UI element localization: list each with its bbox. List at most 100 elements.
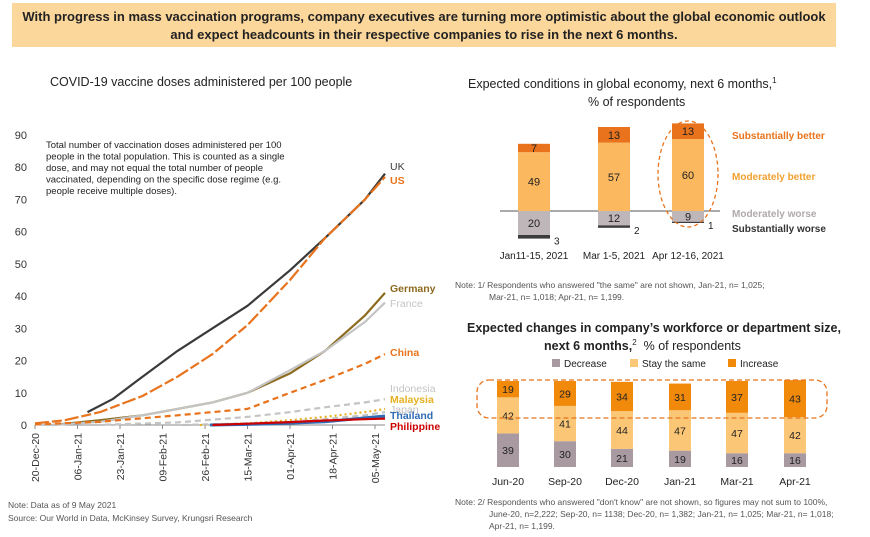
value-label: 2	[634, 226, 640, 237]
highlight-box	[476, 379, 828, 419]
chart-annotation-line: Total number of vaccination doses admini…	[46, 140, 282, 151]
bar-stay-the-same	[784, 417, 806, 454]
headline-line-2: and expect headcounts in their respectiv…	[170, 27, 678, 42]
y-tick-label: 10	[15, 388, 27, 400]
y-tick-label: 40	[15, 291, 27, 303]
bar-moderately-better	[518, 152, 550, 211]
y-tick-label: 0	[21, 420, 27, 432]
left-source: Source: Our World in Data, McKinsey Surv…	[8, 513, 253, 523]
bar-substantially-better	[598, 127, 630, 143]
x-tick-label: 20-Dec-20	[30, 433, 42, 482]
series-line-indonesia	[94, 398, 386, 427]
value-label: 7	[531, 143, 537, 155]
bar-substantially-worse	[672, 221, 704, 223]
x-tick-label: 15-Mar-21	[243, 433, 255, 482]
bar-decrease	[726, 453, 748, 467]
value-label: 47	[731, 428, 743, 440]
bar-stay-the-same	[669, 410, 691, 451]
headline-banner: With progress in mass vaccination progra…	[12, 3, 836, 47]
x-tick-label: 18-Apr-21	[328, 433, 340, 480]
value-label: 39	[502, 445, 514, 457]
highlight-ellipse	[657, 120, 719, 228]
chart-annotation-line: people in the total population. This is …	[46, 152, 285, 163]
legend-label-decrease: Decrease	[564, 359, 607, 370]
bar-increase	[784, 380, 806, 418]
value-label: 13	[608, 130, 620, 142]
bar-decrease	[554, 441, 576, 467]
value-label: 49	[528, 177, 540, 189]
value-label: 29	[559, 388, 571, 400]
economy-chart-title: Expected conditions in global economy, n…	[468, 76, 777, 91]
legend-moderately-worse: Moderately worse	[732, 209, 817, 220]
value-label: 43	[789, 394, 801, 406]
legend-moderately-better: Moderately better	[732, 172, 815, 183]
value-label: 19	[674, 454, 686, 466]
category-label: Apr 12-16, 2021	[652, 251, 724, 262]
bar-moderately-better	[672, 139, 704, 211]
bar-increase	[669, 383, 691, 411]
y-tick-label: 80	[15, 162, 27, 174]
series-label-china: China	[390, 347, 419, 359]
economy-bar-chart: 49 7 20 3 Jan11-15, 2021 57 13 12 2 Mar 1-5, 2021…	[500, 120, 826, 262]
vaccine-line-chart: 0 10 20 30 40 50 60 70 80 90 20-Dec-20 06-Jan-21 23-…	[15, 130, 440, 483]
value-label: 41	[559, 419, 571, 431]
bar-substantially-worse	[518, 235, 550, 239]
value-label: 47	[674, 425, 686, 437]
x-tick-label: 26-Feb-21	[200, 433, 212, 482]
workforce-chart-title-1: Expected changes in company’s workforce …	[467, 321, 841, 335]
category-label: Sep-20	[548, 476, 582, 488]
workforce-title-text: next 6 months,	[544, 339, 633, 354]
value-label: 44	[616, 425, 628, 437]
y-tick-label: 70	[15, 194, 27, 206]
y-tick-label: 30	[15, 323, 27, 335]
bar-increase	[726, 381, 748, 413]
value-label: 9	[685, 211, 691, 223]
value-label: 19	[502, 384, 514, 396]
series-line-france	[52, 301, 386, 427]
series-line-uk	[86, 173, 386, 414]
bar-increase	[497, 381, 519, 398]
value-label: 34	[616, 391, 628, 403]
x-tick-label: 01-Apr-21	[285, 433, 297, 480]
bar-stay-the-same	[611, 411, 633, 449]
series-label-germany: Germany	[390, 283, 436, 295]
workforce-note-2: June-20, n=2,222; Sep-20, n= 1138; Dec-2…	[489, 509, 834, 519]
series-label-japan: Japan	[390, 404, 419, 416]
workforce-bar-chart: Decrease Stay the same Increase 39 42 19 Jun-2…	[476, 359, 828, 488]
bar-moderately-worse	[672, 211, 704, 222]
workforce-note-3: Apr-21, n= 1,199.	[489, 521, 555, 531]
bar-increase	[554, 381, 576, 406]
bar-stay-the-same	[726, 412, 748, 454]
value-label: 20	[528, 218, 540, 230]
bar-moderately-worse	[518, 211, 550, 235]
series-label-uk: UK	[390, 161, 405, 173]
x-tick-label: 06-Jan-21	[73, 433, 85, 480]
category-label: Jan-21	[664, 476, 696, 488]
value-label: 42	[789, 430, 801, 442]
x-tick-label: 09-Feb-21	[158, 433, 170, 482]
economy-chart-subtitle: % of respondents	[588, 95, 686, 109]
legend-substantially-worse: Substantially worse	[732, 224, 826, 235]
vaccine-chart-title: COVID-19 vaccine doses administered per …	[50, 75, 353, 89]
value-label: 60	[682, 170, 694, 182]
series-line-china	[34, 353, 386, 426]
bar-moderately-better	[598, 142, 630, 211]
y-tick-label: 50	[15, 259, 27, 271]
value-label: 3	[554, 237, 560, 248]
series-label-malaysia: Malaysia	[390, 394, 434, 406]
series-label-thailand: Thailand	[390, 410, 433, 422]
value-label: 16	[789, 455, 801, 467]
bar-substantially-better	[518, 143, 550, 153]
economy-note-2: Mar-21, n= 1,018; Apr-21, n= 1,199.	[489, 292, 625, 302]
value-label: 21	[616, 453, 628, 465]
bar-moderately-worse	[598, 211, 630, 226]
value-label: 13	[682, 126, 694, 138]
economy-title-sup: 1	[772, 76, 777, 85]
legend-label-increase: Increase	[740, 359, 779, 370]
bar-increase	[611, 381, 633, 412]
x-tick-label: 23-Jan-21	[115, 433, 127, 480]
category-label: Dec-20	[605, 476, 639, 488]
y-tick-label: 20	[15, 356, 27, 368]
series-label-france: France	[390, 298, 423, 310]
legend-label-stay-the-same: Stay the same	[642, 359, 706, 370]
